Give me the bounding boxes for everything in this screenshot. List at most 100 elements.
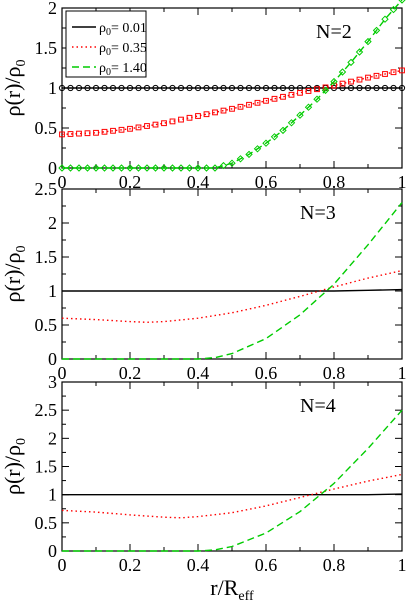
series-marker — [143, 164, 151, 172]
series-marker — [382, 71, 388, 77]
x-tick-label: 0.2 — [119, 555, 142, 575]
series-marker — [92, 164, 100, 172]
series-marker — [101, 128, 108, 135]
series-marker — [237, 103, 244, 110]
y-axis-label: ρ(r)/ρ0 — [0, 438, 29, 495]
series-marker — [229, 105, 235, 112]
series-marker — [66, 164, 75, 172]
series-marker — [237, 84, 244, 92]
series-marker — [160, 84, 168, 92]
series-marker — [143, 84, 151, 92]
series-marker — [254, 84, 261, 92]
x-tick-label: 0.2 — [119, 172, 142, 192]
series-marker — [313, 95, 321, 103]
series-marker — [84, 130, 91, 137]
x-tick-label: 0.4 — [187, 363, 210, 383]
y-tick-label: 2 — [48, 0, 57, 18]
series-marker — [280, 93, 286, 100]
series-marker — [126, 164, 134, 172]
series-marker — [178, 116, 184, 123]
series-marker — [296, 111, 304, 119]
series-marker — [381, 84, 389, 92]
panel-label: N=2 — [316, 21, 352, 43]
series-marker — [399, 67, 405, 74]
legend-box — [65, 10, 147, 78]
series-marker — [364, 84, 372, 92]
series-marker — [287, 119, 296, 127]
legend-entry: ρ0= 0.01 — [99, 21, 147, 38]
x-tick-label: 0.4 — [187, 172, 210, 192]
series-line-2 — [61, 473, 403, 519]
series-marker — [151, 164, 160, 172]
series-line-2 — [61, 269, 403, 324]
series-marker — [339, 84, 346, 92]
series-marker — [373, 72, 380, 79]
series-marker — [372, 26, 381, 35]
series-marker — [144, 123, 150, 129]
x-tick-label: 0.6 — [255, 555, 278, 575]
series-marker — [347, 58, 355, 67]
series-marker — [117, 164, 126, 172]
y-tick-label: 0.5 — [35, 513, 58, 533]
series-marker — [169, 118, 176, 125]
y-tick-label: 0 — [48, 541, 57, 561]
series-marker — [381, 15, 389, 23]
series-marker — [245, 150, 253, 159]
series-marker — [288, 91, 295, 98]
series-marker — [245, 84, 253, 92]
series-marker — [203, 84, 210, 92]
series-marker — [135, 84, 142, 92]
y-tick-label: 0.5 — [35, 118, 58, 138]
series-marker — [246, 101, 252, 108]
series-marker — [212, 109, 218, 116]
series-marker — [67, 131, 74, 137]
x-tick-label: 1 — [398, 555, 407, 575]
x-tick-label: 1 — [398, 363, 407, 383]
series-marker — [262, 84, 270, 92]
x-tick-label: 0 — [58, 363, 67, 383]
series-marker — [67, 84, 74, 92]
series-marker — [305, 88, 312, 94]
series-marker — [211, 84, 219, 92]
series-marker — [93, 129, 99, 136]
series-marker — [203, 111, 210, 118]
panel-label: N=3 — [300, 202, 336, 224]
series-marker — [202, 164, 211, 172]
series-marker — [160, 164, 168, 172]
series-marker — [330, 77, 338, 86]
series-marker — [75, 164, 83, 172]
series-marker — [279, 126, 287, 135]
y-tick-label: 0.5 — [35, 315, 58, 335]
series-marker — [364, 37, 372, 46]
series-marker — [109, 84, 117, 92]
series-marker — [314, 86, 320, 93]
series-marker — [101, 84, 108, 92]
series-marker — [220, 107, 227, 114]
series-marker — [185, 164, 194, 172]
series-marker — [219, 161, 228, 170]
series-marker — [100, 164, 109, 172]
x-tick-label: 0.8 — [323, 172, 346, 192]
series-marker — [373, 84, 380, 92]
series-marker — [348, 78, 354, 85]
series-marker — [126, 84, 134, 92]
series-marker — [118, 126, 125, 133]
series-marker — [338, 68, 347, 76]
y-tick-label: 0 — [48, 349, 57, 369]
panel-3: 0 0.2 0.4 0.6 0.8 1 0 0.5 1 1.5 2 2.5 3 ρ(r)/ρ0 r/Reff… — [0, 372, 407, 603]
panel-1: 0 0.2 0.4 0.6 0.8 1 0 0.5 1 1.5 2 ρ(r)/ρ0 N=2 ρ0= 0.0… — [0, 0, 407, 192]
series-marker — [186, 114, 193, 121]
series-marker — [194, 164, 202, 172]
y-tick-label: 1.5 — [35, 247, 58, 267]
series-marker — [254, 99, 261, 106]
series-marker — [347, 84, 355, 92]
series-marker — [177, 84, 185, 92]
panel-2: 0 0.2 0.4 0.6 0.8 1 0 0.5 1 1.5 2 2.5 ρ(r)/ρ0 N=3 — [0, 179, 407, 383]
series-marker — [365, 74, 371, 81]
series-marker — [390, 69, 397, 76]
series-marker — [59, 131, 65, 138]
series-marker — [194, 84, 202, 92]
series-marker — [161, 120, 167, 127]
series-marker — [398, 0, 406, 4]
plot-frame — [61, 188, 403, 360]
